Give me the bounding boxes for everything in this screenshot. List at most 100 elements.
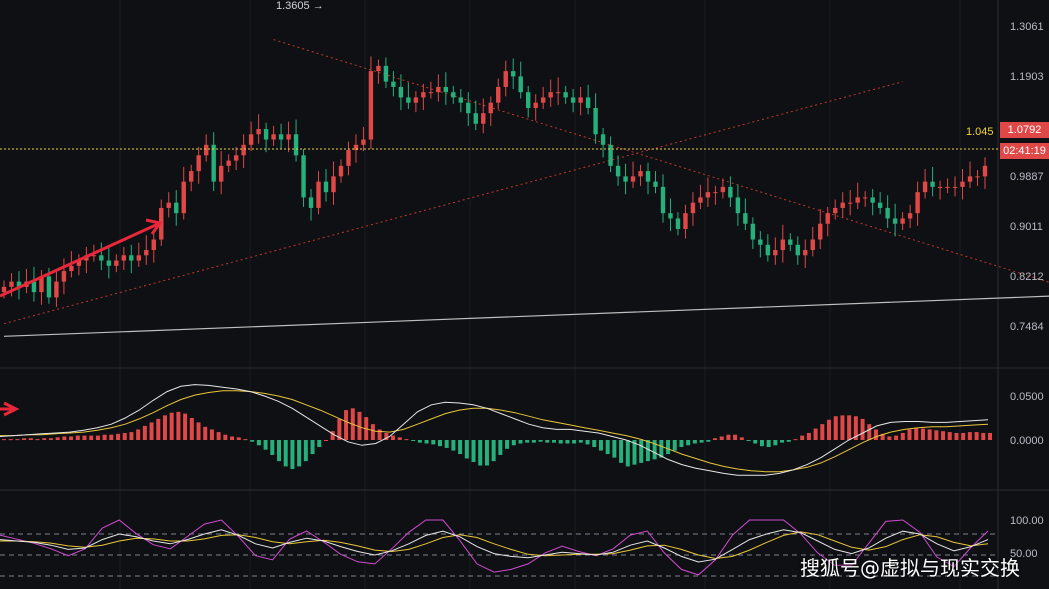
macd-histogram-bar [780,440,785,443]
candle-body [548,92,553,98]
support-line-segment [3,295,1049,337]
dotted-trendline [3,81,903,325]
macd-histogram-bar [625,440,630,467]
candle-body [743,213,748,224]
candle-body [683,213,688,229]
macd-histogram-bar [552,440,557,443]
macd-histogram-bar [156,418,161,440]
macd-histogram-bar [48,438,53,440]
macd-histogram-bar [102,434,107,440]
candle-body [803,250,808,256]
macd-histogram-bar [149,422,154,440]
macd-histogram-bar [981,432,986,440]
candle-body [436,86,441,93]
candle-body [660,186,666,214]
candle-body [892,218,898,224]
macd-histogram-bar [766,440,771,448]
candle-body [144,250,149,256]
macd-histogram-bar [344,410,349,440]
candle-body [855,197,860,203]
macd-histogram-bar [142,425,147,440]
candle-body [263,129,269,140]
candle-body [600,134,606,145]
candle-body [870,197,875,203]
macd-histogram-bar [934,430,939,440]
candle-body [915,192,920,214]
macd-histogram-bar [391,435,396,440]
candle-body [114,260,119,266]
price-tick: 1.1903 [1010,71,1044,83]
macd-histogram-bar [484,440,489,466]
watermark: 搜狐号@虚拟与现实交换 [800,556,1020,580]
macd-histogram-bar [793,439,798,441]
candle-body [61,271,67,282]
candle-body [690,202,696,214]
candle-body [922,181,928,193]
macd-histogram-bar [209,429,214,440]
macd-histogram-bar [806,432,811,440]
candle-body [293,134,299,156]
candle-body [788,239,793,245]
candle-body [518,76,523,93]
macd-histogram-bar [873,429,878,440]
candle-body [278,134,284,140]
macd-histogram-bar [183,413,188,440]
candle-body [443,86,449,93]
candle-body [623,176,628,182]
candle-body [218,165,224,182]
candle-body [203,144,209,156]
macd-histogram-bar [290,440,295,470]
macd-histogram-bar [753,440,758,444]
price-flag-label: 1.045 [966,126,994,138]
macd-histogram-bar [444,440,449,448]
macd-histogram-bar [954,432,959,440]
candle-body [511,71,516,77]
macd-histogram-bar [531,440,536,443]
macd-histogram-bar [337,418,342,440]
candle-body [428,92,434,94]
macd-histogram-bar [458,440,463,455]
kdj-j-line [0,519,989,576]
candle-body [481,113,486,124]
macd-histogram-bar [2,439,6,441]
macd-histogram-bar [136,429,141,440]
macd-histogram-bar [538,440,543,442]
macd-histogram-bar [800,435,805,440]
candle-body [848,202,853,204]
candle-body [316,181,321,208]
macd-histogram-bar [880,433,885,440]
macd-histogram-bar [223,434,228,440]
macd-histogram-bar [867,424,872,440]
macd-tick: 0.0000 [1010,435,1044,447]
candle-body [241,144,246,156]
candle-body [982,165,988,177]
candle-body [346,150,351,166]
macd-histogram-bar [746,440,751,441]
candle-body [76,260,82,266]
candle-body [496,86,501,103]
macd-histogram-bar [397,437,402,440]
candle-body [189,171,194,182]
macd-histogram-bar [15,439,20,441]
candle-body [406,97,411,103]
macd-histogram-bar [256,440,261,446]
candle-body [301,155,306,198]
candle-body [555,92,561,94]
kdj-tick: 100.00 [1010,515,1044,527]
candle-body [271,134,276,140]
candle-body [99,255,104,261]
candle-body [675,218,681,229]
kdj-tick: 50.00 [1010,548,1038,560]
candle-body [877,202,883,208]
candle-body [705,192,711,198]
candle-body [323,181,329,193]
macd-histogram-bar [116,433,121,440]
macd-histogram-bar [203,426,208,440]
macd-histogram-bar [55,437,60,440]
macd-histogram-bar [853,416,858,440]
macd-histogram-bar [370,424,375,440]
candle-body [525,92,531,108]
candle-body [833,207,838,214]
candle-body [810,239,815,251]
